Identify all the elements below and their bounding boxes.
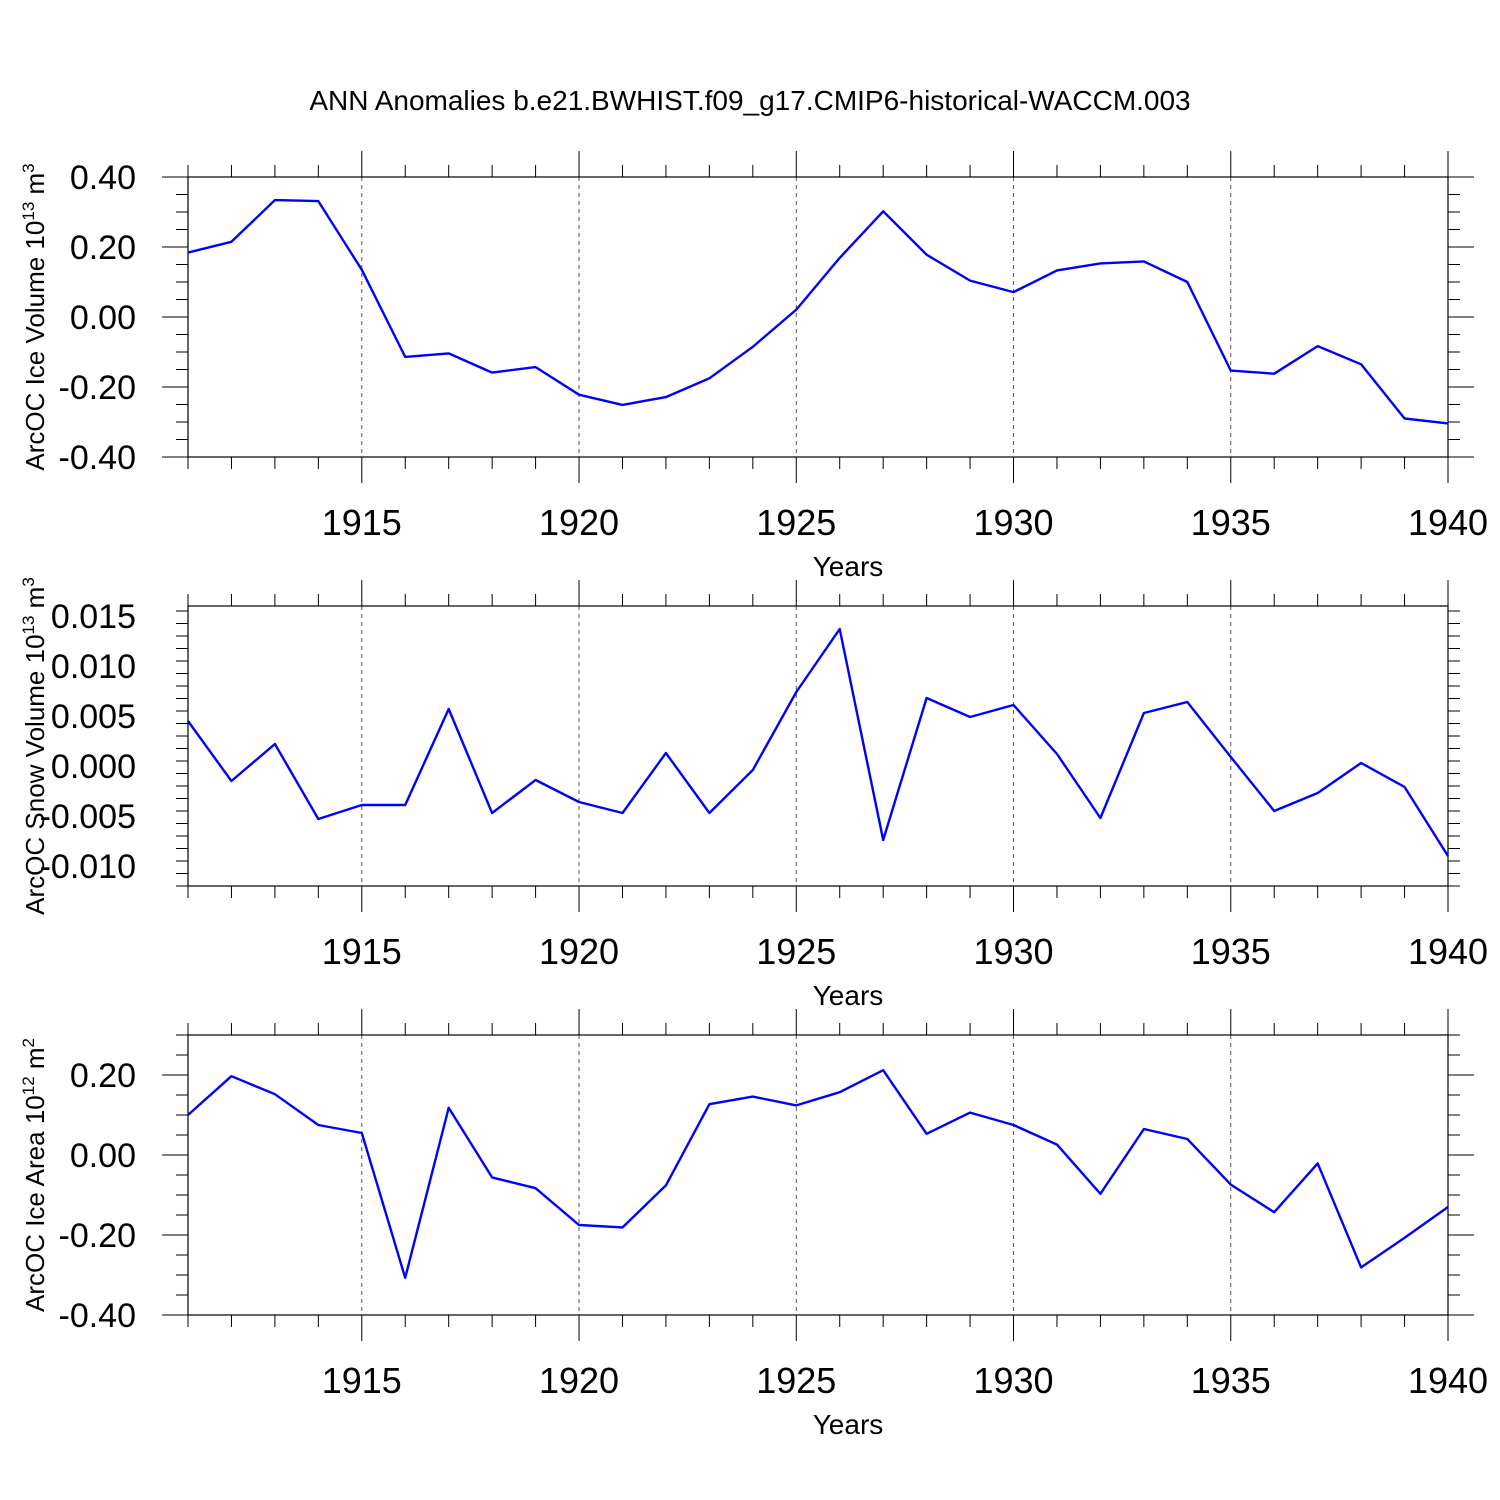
plot-frame	[187, 1034, 1449, 1316]
y-tick-label: 0.010	[51, 648, 136, 686]
y-axis-label-exponent: 13	[19, 616, 38, 635]
plot-frame	[187, 176, 1449, 458]
y-tick-label: 0.000	[51, 748, 136, 786]
series-line-snow-volume	[187, 627, 1450, 857]
chart-title: ANN Anomalies b.e21.BWHIST.f09_g17.CMIP6…	[309, 85, 1190, 116]
y-tick-label: 0.40	[70, 159, 136, 197]
y-tick-label: -0.20	[59, 369, 137, 407]
y-tick-label: 0.20	[70, 229, 136, 267]
x-tick-label: 1935	[1191, 1360, 1271, 1401]
x-tick-label: 1930	[973, 502, 1053, 543]
x-tick-label: 1915	[322, 1360, 402, 1401]
x-tick-label: 1915	[322, 931, 402, 972]
x-tick-label: 1920	[539, 502, 619, 543]
y-tick-label: -0.40	[59, 1297, 137, 1335]
x-axis-label: Years	[813, 551, 884, 582]
y-axis-label: ArcOC Ice Volume 1013 m3	[19, 163, 50, 470]
panel-ice-volume: 1915 1920 1925 1930 1935 1940 Years -0.40 -0.20 0…	[19, 151, 1488, 582]
x-tick-label: 1940	[1408, 1360, 1488, 1401]
y-axis-label-unit-exponent: 3	[19, 577, 38, 586]
y-tick-label: 0.00	[70, 299, 136, 337]
x-tick-label: 1935	[1191, 502, 1271, 543]
y-tick-label: -0.010	[40, 848, 136, 886]
series-line-ice-area	[187, 1068, 1449, 1280]
y-axis-label-exponent: 12	[19, 1076, 38, 1095]
y-tick-label: -0.20	[59, 1217, 137, 1255]
x-tick-label: 1940	[1408, 502, 1488, 543]
x-tick-label: 1925	[756, 1360, 836, 1401]
y-tick-label: -0.40	[59, 439, 137, 477]
x-tick-label: 1930	[973, 1360, 1053, 1401]
y-axis-label-unit: m	[20, 587, 50, 616]
x-tick-label: 1920	[539, 1360, 619, 1401]
y-tick-label: 0.00	[70, 1137, 136, 1175]
x-tick-label: 1935	[1191, 931, 1271, 972]
y-tick-label: 0.015	[51, 598, 136, 636]
y-tick-label: 0.005	[51, 698, 136, 736]
y-axis-label-unit: m	[20, 173, 50, 202]
panel-snow-volume: 1915 1920 1925 1930 1935 1940 Years -0.010 -0.00…	[19, 577, 1488, 1011]
y-axis-label-text: ArcOC Ice Area 10	[20, 1095, 50, 1312]
x-tick-label: 1925	[756, 931, 836, 972]
plot-frame	[187, 605, 1449, 887]
y-axis-label-exponent: 13	[19, 202, 38, 221]
x-tick-label: 1915	[322, 502, 402, 543]
y-axis-label: ArcOC Ice Area 1012 m2	[19, 1038, 50, 1312]
y-axis-label-unit-exponent: 3	[19, 163, 38, 172]
y-axis-label-unit-exponent: 2	[19, 1038, 38, 1047]
x-tick-label: 1940	[1408, 931, 1488, 972]
y-axis-label-text: ArcOC Snow Volume 10	[20, 634, 50, 914]
y-axis-label-unit: m	[20, 1047, 50, 1076]
y-axis-label: ArcOC Snow Volume 1013 m3	[19, 577, 50, 915]
series-line-ice-volume	[187, 198, 1449, 425]
x-tick-label: 1930	[973, 931, 1053, 972]
y-tick-label: 0.20	[70, 1057, 136, 1095]
x-tick-label: 1920	[539, 931, 619, 972]
y-tick-label: -0.005	[40, 798, 136, 836]
x-tick-label: 1925	[756, 502, 836, 543]
x-axis-label: Years	[813, 980, 884, 1011]
panel-ice-area: 1915 1920 1925 1930 1935 1940 Years -0.40 -0.20 0…	[19, 1009, 1488, 1440]
y-axis-label-text: ArcOC Ice Volume 10	[20, 221, 50, 471]
x-axis-label: Years	[813, 1409, 884, 1440]
